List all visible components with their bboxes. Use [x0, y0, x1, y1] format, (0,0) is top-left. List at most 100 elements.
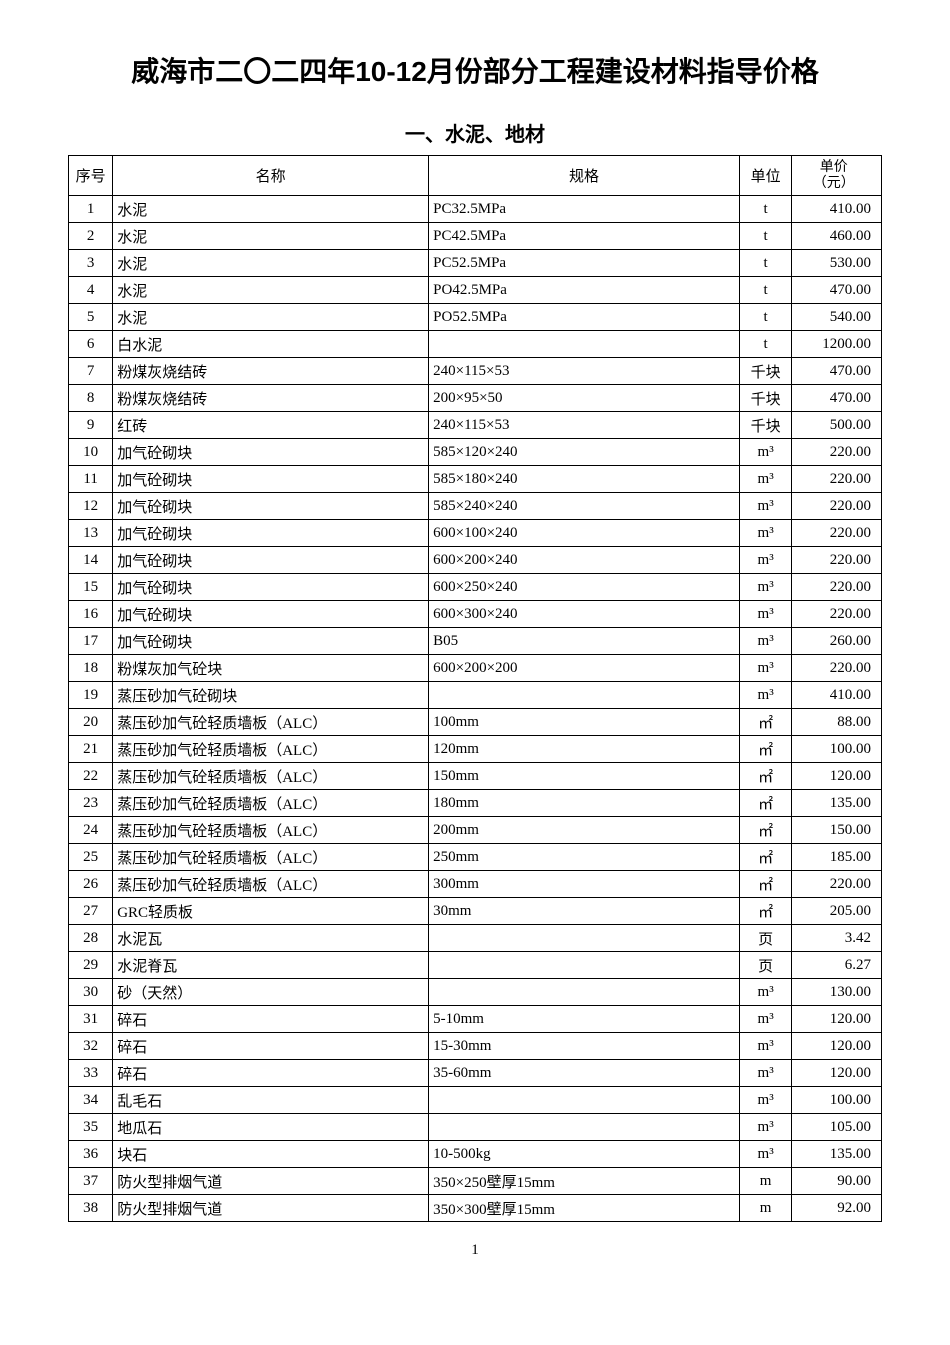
cell-name: 防火型排烟气道 [113, 1195, 429, 1222]
table-row: 22蒸压砂加气砼轻质墙板（ALC）150mm㎡120.00 [69, 763, 882, 790]
cell-spec: 200mm [429, 817, 740, 844]
cell-spec: 600×200×240 [429, 547, 740, 574]
cell-price: 135.00 [792, 1141, 882, 1168]
cell-seq: 18 [69, 655, 113, 682]
cell-name: 加气砼砌块 [113, 601, 429, 628]
cell-price: 220.00 [792, 520, 882, 547]
cell-seq: 9 [69, 412, 113, 439]
cell-unit: ㎡ [739, 763, 792, 790]
cell-name: 地瓜石 [113, 1114, 429, 1141]
cell-price: 90.00 [792, 1168, 882, 1195]
table-row: 26蒸压砂加气砼轻质墙板（ALC）300mm㎡220.00 [69, 871, 882, 898]
cell-price: 135.00 [792, 790, 882, 817]
cell-spec: 600×300×240 [429, 601, 740, 628]
materials-table: 序号 名称 规格 单位 单价 （元） 1水泥PC32.5MPat410.002水… [68, 155, 882, 1222]
cell-unit: m³ [739, 493, 792, 520]
cell-price: 100.00 [792, 1087, 882, 1114]
cell-seq: 5 [69, 304, 113, 331]
header-price-line2: （元） [796, 176, 871, 191]
table-row: 15加气砼砌块600×250×240m³220.00 [69, 574, 882, 601]
cell-price: 3.42 [792, 925, 882, 952]
cell-seq: 6 [69, 331, 113, 358]
table-row: 2水泥PC42.5MPat460.00 [69, 223, 882, 250]
table-row: 30砂（天然）m³130.00 [69, 979, 882, 1006]
cell-unit: m³ [739, 1033, 792, 1060]
cell-seq: 4 [69, 277, 113, 304]
cell-spec: 585×120×240 [429, 439, 740, 466]
cell-spec: B05 [429, 628, 740, 655]
cell-name: 加气砼砌块 [113, 628, 429, 655]
cell-price: 150.00 [792, 817, 882, 844]
table-row: 4水泥PO42.5MPat470.00 [69, 277, 882, 304]
cell-name: 蒸压砂加气砼轻质墙板（ALC） [113, 763, 429, 790]
cell-price: 410.00 [792, 682, 882, 709]
page-number: 1 [68, 1242, 882, 1259]
table-row: 5水泥PO52.5MPat540.00 [69, 304, 882, 331]
cell-seq: 15 [69, 574, 113, 601]
cell-seq: 8 [69, 385, 113, 412]
cell-spec: 30mm [429, 898, 740, 925]
cell-unit: ㎡ [739, 844, 792, 871]
cell-price: 185.00 [792, 844, 882, 871]
cell-unit: m³ [739, 574, 792, 601]
cell-unit: m³ [739, 1060, 792, 1087]
cell-spec: 600×200×200 [429, 655, 740, 682]
cell-seq: 25 [69, 844, 113, 871]
cell-seq: 21 [69, 736, 113, 763]
cell-seq: 16 [69, 601, 113, 628]
cell-spec: 350×250壁厚15mm [429, 1168, 740, 1195]
cell-spec: 120mm [429, 736, 740, 763]
cell-spec: 200×95×50 [429, 385, 740, 412]
cell-spec: 10-500kg [429, 1141, 740, 1168]
cell-seq: 35 [69, 1114, 113, 1141]
cell-spec: 150mm [429, 763, 740, 790]
cell-unit: 页 [739, 952, 792, 979]
cell-seq: 10 [69, 439, 113, 466]
cell-name: 砂（天然） [113, 979, 429, 1006]
cell-name: 白水泥 [113, 331, 429, 358]
cell-unit: m³ [739, 655, 792, 682]
cell-seq: 20 [69, 709, 113, 736]
cell-name: 加气砼砌块 [113, 520, 429, 547]
table-row: 16加气砼砌块600×300×240m³220.00 [69, 601, 882, 628]
cell-spec: 600×100×240 [429, 520, 740, 547]
cell-price: 120.00 [792, 1006, 882, 1033]
cell-seq: 38 [69, 1195, 113, 1222]
cell-name: 水泥瓦 [113, 925, 429, 952]
table-row: 17加气砼砌块B05m³260.00 [69, 628, 882, 655]
table-row: 10加气砼砌块585×120×240m³220.00 [69, 439, 882, 466]
cell-spec: PC52.5MPa [429, 250, 740, 277]
cell-name: 蒸压砂加气砼轻质墙板（ALC） [113, 871, 429, 898]
header-price: 单价 （元） [792, 156, 882, 196]
table-row: 29水泥脊瓦页6.27 [69, 952, 882, 979]
cell-spec: 5-10mm [429, 1006, 740, 1033]
cell-seq: 13 [69, 520, 113, 547]
cell-spec [429, 1114, 740, 1141]
cell-seq: 7 [69, 358, 113, 385]
cell-spec: PC32.5MPa [429, 196, 740, 223]
cell-price: 470.00 [792, 358, 882, 385]
cell-unit: t [739, 250, 792, 277]
cell-seq: 28 [69, 925, 113, 952]
cell-price: 410.00 [792, 196, 882, 223]
table-row: 32碎石15-30mmm³120.00 [69, 1033, 882, 1060]
table-row: 28水泥瓦页3.42 [69, 925, 882, 952]
cell-spec: 35-60mm [429, 1060, 740, 1087]
table-row: 19蒸压砂加气砼砌块m³410.00 [69, 682, 882, 709]
cell-name: 红砖 [113, 412, 429, 439]
cell-name: 碎石 [113, 1060, 429, 1087]
table-row: 36块石10-500kgm³135.00 [69, 1141, 882, 1168]
table-row: 34乱毛石m³100.00 [69, 1087, 882, 1114]
cell-spec: PC42.5MPa [429, 223, 740, 250]
page-title: 威海市二〇二四年10-12月份部分工程建设材料指导价格 [68, 50, 882, 90]
table-row: 37防火型排烟气道350×250壁厚15mmm90.00 [69, 1168, 882, 1195]
cell-price: 500.00 [792, 412, 882, 439]
cell-seq: 36 [69, 1141, 113, 1168]
cell-seq: 17 [69, 628, 113, 655]
cell-name: 加气砼砌块 [113, 439, 429, 466]
cell-price: 220.00 [792, 439, 882, 466]
cell-unit: 千块 [739, 412, 792, 439]
cell-name: 水泥 [113, 196, 429, 223]
cell-unit: t [739, 277, 792, 304]
cell-seq: 23 [69, 790, 113, 817]
